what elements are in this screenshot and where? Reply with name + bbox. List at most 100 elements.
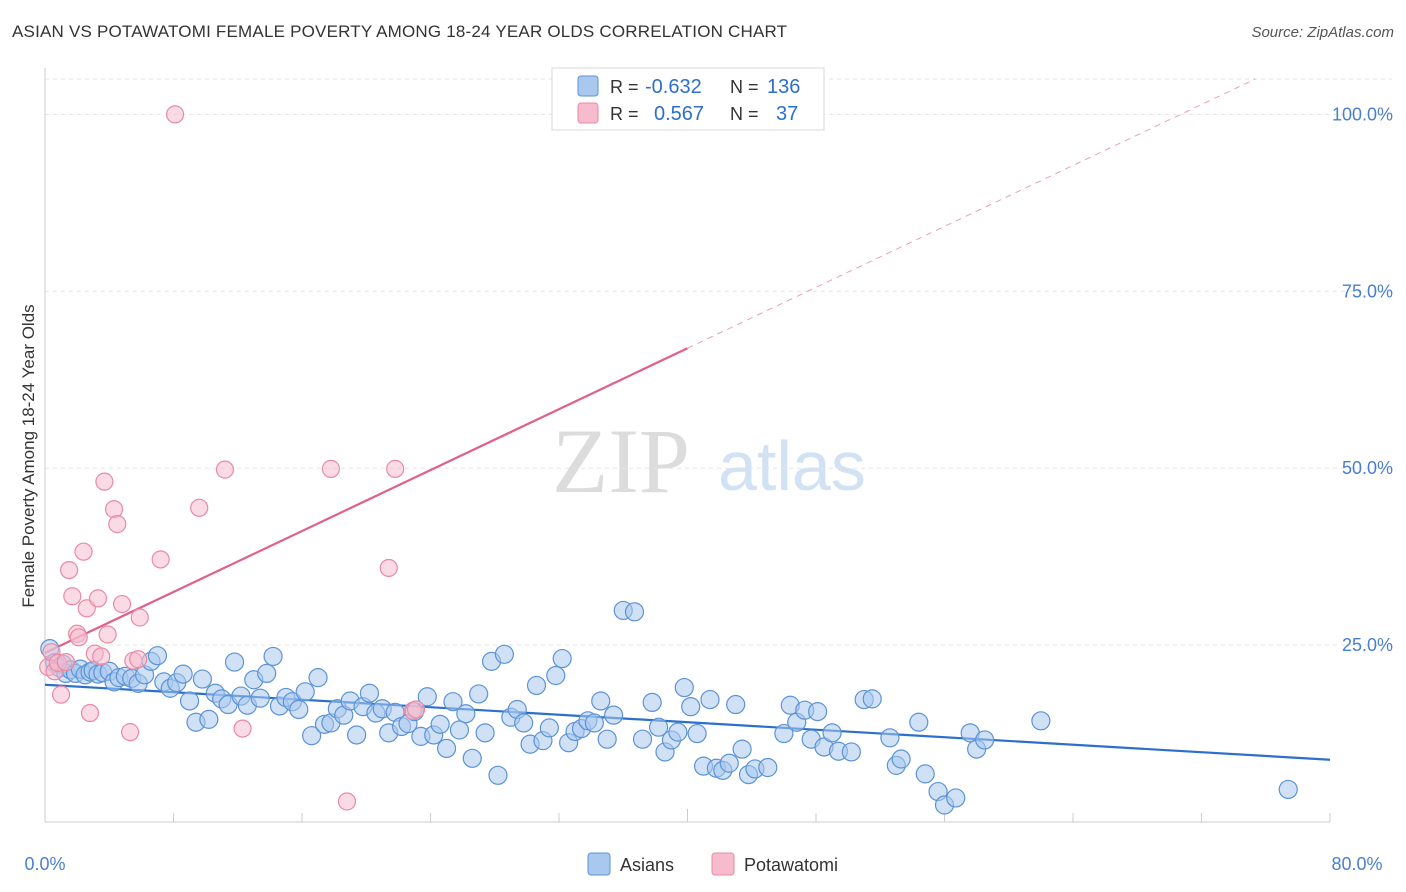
y-tick-label: 75.0% bbox=[1342, 281, 1393, 301]
potawatomi-r-value: 0.567 bbox=[654, 103, 704, 125]
asians-point bbox=[915, 764, 935, 784]
asians-point bbox=[192, 669, 213, 689]
asians-point bbox=[841, 742, 861, 762]
y-tick-label: 100.0% bbox=[1332, 104, 1393, 124]
potawatomi-trend-extension bbox=[687, 78, 1256, 349]
y-tick-label: 25.0% bbox=[1342, 635, 1393, 655]
asians-point bbox=[681, 697, 701, 717]
legend-asians-swatch bbox=[587, 852, 611, 876]
asians-r-label: R = bbox=[610, 77, 639, 97]
potawatomi-point bbox=[190, 498, 209, 517]
asians-point bbox=[539, 718, 559, 738]
potawatomi-point bbox=[69, 628, 88, 647]
asians-point bbox=[597, 729, 617, 749]
y-axis-title: Female Poverty Among 18-24 Year Olds bbox=[19, 304, 38, 607]
asians-point bbox=[257, 663, 277, 684]
asians-point bbox=[584, 713, 604, 733]
potawatomi-point bbox=[130, 608, 149, 627]
potawatomi-point bbox=[386, 459, 405, 478]
potawatomi-point bbox=[215, 460, 234, 479]
potawatomi-point bbox=[233, 719, 252, 738]
asians-point bbox=[687, 723, 707, 744]
potawatomi-point bbox=[98, 625, 117, 644]
asians-point bbox=[975, 730, 995, 750]
asians-n-value: 136 bbox=[767, 76, 800, 98]
asians-point bbox=[173, 664, 193, 684]
asians-point bbox=[469, 684, 489, 704]
asians-point bbox=[1031, 711, 1051, 731]
asians-point bbox=[880, 728, 900, 748]
potawatomi-point bbox=[379, 558, 398, 578]
asians-point bbox=[449, 720, 470, 740]
asians-point bbox=[774, 723, 794, 744]
asians-point bbox=[552, 648, 572, 669]
potawatomi-n-value: 37 bbox=[776, 103, 798, 125]
asians-point bbox=[514, 713, 534, 733]
asians-point bbox=[624, 602, 645, 622]
asians-point bbox=[488, 765, 508, 785]
asians-point bbox=[808, 702, 828, 722]
potawatomi-point bbox=[112, 594, 132, 614]
asians-point bbox=[719, 753, 739, 773]
potawatomi-n-label: N = bbox=[730, 104, 759, 124]
asians-point bbox=[822, 723, 842, 743]
asians-point bbox=[179, 691, 200, 711]
asians-point bbox=[295, 682, 315, 702]
asians-point bbox=[946, 788, 966, 808]
asians-point bbox=[758, 757, 778, 778]
potawatomi-point bbox=[95, 472, 114, 491]
asians-point bbox=[224, 652, 245, 672]
legend-asians-label: Asians bbox=[620, 855, 674, 875]
asians-point bbox=[347, 725, 367, 745]
asians-point bbox=[604, 705, 624, 725]
asians-point bbox=[475, 723, 495, 743]
asians-point bbox=[462, 748, 482, 768]
potawatomi-point bbox=[63, 587, 82, 606]
potawatomi-point bbox=[166, 105, 185, 124]
asians-point bbox=[436, 738, 457, 759]
asians-point bbox=[1278, 779, 1298, 800]
watermark: ZIP atlas bbox=[552, 410, 866, 512]
chart-title: ASIAN VS POTAWATOMI FEMALE POVERTY AMONG… bbox=[12, 22, 788, 41]
grid bbox=[45, 78, 1392, 646]
asians-point bbox=[308, 668, 328, 688]
asians-point bbox=[199, 709, 219, 729]
potawatomi-trend-line bbox=[44, 347, 688, 654]
asians-point bbox=[732, 739, 752, 759]
x-tick-label: 0.0% bbox=[24, 854, 65, 874]
watermark-atlas: atlas bbox=[718, 427, 866, 505]
asians-point bbox=[430, 714, 450, 734]
bottom-legend: Asians Potawatomi bbox=[587, 852, 838, 876]
potawatomi-point bbox=[74, 542, 93, 561]
asians-point bbox=[289, 699, 309, 720]
asians-point bbox=[648, 717, 669, 737]
asians-n-label: N = bbox=[730, 77, 759, 97]
asians-point bbox=[526, 675, 547, 696]
asians-point bbox=[862, 689, 882, 709]
potawatomi-point bbox=[59, 560, 79, 580]
asians-swatch bbox=[577, 75, 599, 97]
legend-potawatomi-swatch bbox=[711, 852, 735, 876]
asians-point bbox=[494, 644, 514, 664]
asians-point bbox=[546, 665, 566, 686]
data-points bbox=[39, 105, 1298, 815]
watermark-zip: ZIP bbox=[552, 410, 690, 512]
asians-point bbox=[891, 749, 911, 769]
y-tick-label: 50.0% bbox=[1342, 458, 1393, 478]
asians-point bbox=[642, 692, 662, 713]
potawatomi-point bbox=[92, 647, 111, 666]
potawatomi-point bbox=[151, 550, 170, 569]
potawatomi-r-label: R = bbox=[610, 104, 639, 124]
asians-point bbox=[909, 712, 929, 732]
potawatomi-point bbox=[108, 514, 127, 534]
asians-point bbox=[632, 729, 653, 749]
potawatomi-point bbox=[129, 650, 148, 669]
source-label: Source: ZipAtlas.com bbox=[1251, 24, 1394, 41]
asians-point bbox=[674, 677, 694, 698]
axes: 25.0% 50.0% 75.0% 100.0% 0.0% 80.0% bbox=[24, 68, 1393, 874]
potawatomi-point bbox=[56, 652, 75, 672]
asians-point bbox=[302, 726, 322, 746]
potawatomi-point bbox=[406, 700, 426, 719]
potawatomi-point bbox=[80, 703, 100, 723]
